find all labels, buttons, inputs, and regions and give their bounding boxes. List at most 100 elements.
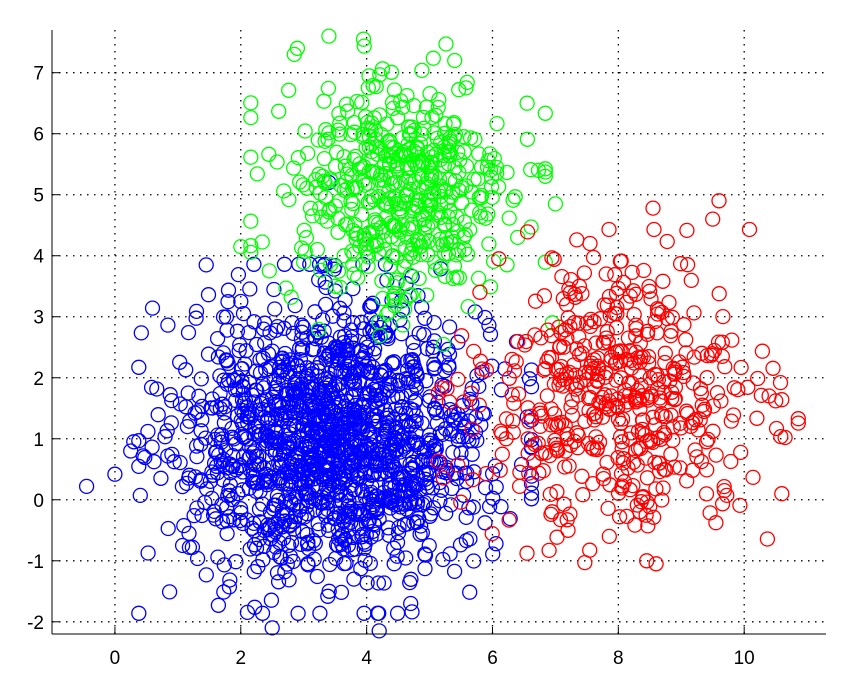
data-point-series-0 xyxy=(391,477,408,493)
data-point-series-0 xyxy=(131,458,147,475)
data-point-series-0 xyxy=(287,384,303,401)
data-point-series-0 xyxy=(282,493,299,509)
data-point-series-1 xyxy=(482,279,499,295)
data-point-series-2 xyxy=(740,379,756,395)
data-point-series-0 xyxy=(357,345,374,361)
data-point-series-2 xyxy=(602,477,618,493)
data-point-series-2 xyxy=(599,297,615,313)
data-point-series-0 xyxy=(216,557,232,573)
data-point-series-2 xyxy=(645,409,661,425)
data-point-series-1 xyxy=(394,203,410,219)
data-point-series-1 xyxy=(413,153,430,169)
data-point-series-1 xyxy=(261,263,277,279)
data-point-series-1 xyxy=(249,166,265,182)
data-point-series-2 xyxy=(675,364,692,381)
data-point-series-0 xyxy=(462,391,478,408)
data-point-series-1 xyxy=(286,46,302,63)
data-point-series-0 xyxy=(392,499,409,515)
data-point-series-1 xyxy=(290,150,307,166)
data-point-series-0 xyxy=(442,546,458,562)
data-point-series-2 xyxy=(749,410,765,426)
data-point-series-1 xyxy=(321,125,337,141)
data-point-series-1 xyxy=(412,212,428,228)
data-point-series-0 xyxy=(235,515,251,532)
data-point-series-2 xyxy=(498,411,515,427)
data-point-series-1 xyxy=(376,172,392,188)
data-point-series-0 xyxy=(402,475,419,492)
data-point-series-2 xyxy=(654,405,670,422)
data-point-series-1 xyxy=(458,158,475,174)
data-point-series-0 xyxy=(204,464,220,480)
data-point-series-2 xyxy=(750,370,766,387)
data-points xyxy=(78,28,806,639)
data-point-series-0 xyxy=(277,463,293,480)
data-point-series-1 xyxy=(351,161,367,177)
data-point-series-0 xyxy=(284,314,300,331)
data-point-series-2 xyxy=(592,311,609,327)
data-point-series-1 xyxy=(243,149,259,165)
data-point-series-1 xyxy=(481,236,497,252)
data-point-series-0 xyxy=(371,623,387,639)
data-point-series-1 xyxy=(430,207,446,223)
data-point-series-0 xyxy=(240,414,256,431)
data-point-series-1 xyxy=(417,196,433,212)
data-point-series-2 xyxy=(601,401,617,417)
data-point-series-0 xyxy=(376,575,392,591)
data-point-series-2 xyxy=(683,272,699,289)
data-point-series-2 xyxy=(439,380,455,397)
data-point-series-1 xyxy=(399,87,415,104)
data-point-series-2 xyxy=(549,484,565,500)
data-point-series-2 xyxy=(504,351,520,368)
data-point-series-2 xyxy=(673,420,689,436)
data-point-series-2 xyxy=(699,370,715,386)
data-point-series-0 xyxy=(346,374,363,390)
data-point-series-0 xyxy=(184,539,201,555)
data-point-series-2 xyxy=(657,427,673,443)
data-point-series-0 xyxy=(252,514,268,530)
data-point-series-2 xyxy=(542,486,558,503)
data-point-series-0 xyxy=(430,394,446,411)
data-point-series-0 xyxy=(340,517,356,533)
data-point-series-0 xyxy=(340,373,357,389)
data-point-series-1 xyxy=(349,225,365,242)
data-point-series-0 xyxy=(458,509,474,526)
data-point-series-1 xyxy=(470,171,486,187)
data-point-series-2 xyxy=(519,224,536,240)
data-point-series-0 xyxy=(418,373,434,389)
data-point-series-2 xyxy=(790,415,806,431)
data-point-series-0 xyxy=(317,407,333,423)
data-point-series-2 xyxy=(667,361,683,378)
data-point-series-0 xyxy=(268,322,284,339)
data-point-series-1 xyxy=(345,195,361,212)
data-point-series-2 xyxy=(672,256,689,272)
data-point-series-1 xyxy=(336,182,353,199)
data-point-series-2 xyxy=(645,509,662,525)
data-point-series-2 xyxy=(614,440,630,457)
data-point-series-2 xyxy=(655,273,671,289)
data-point-series-0 xyxy=(354,397,370,413)
data-point-series-2 xyxy=(694,345,710,361)
data-point-series-2 xyxy=(655,480,671,496)
data-point-series-0 xyxy=(322,374,338,390)
data-point-series-2 xyxy=(632,401,648,417)
data-point-series-0 xyxy=(301,388,317,404)
data-point-series-0 xyxy=(426,314,442,331)
data-point-series-1 xyxy=(458,178,474,194)
data-point-series-0 xyxy=(160,520,176,537)
data-point-series-0 xyxy=(268,539,284,555)
data-point-series-2 xyxy=(474,361,490,377)
data-point-series-0 xyxy=(246,314,262,330)
data-point-series-0 xyxy=(164,392,180,409)
data-point-series-2 xyxy=(632,504,648,520)
data-point-series-2 xyxy=(430,385,447,401)
data-point-series-0 xyxy=(347,431,363,447)
data-point-series-1 xyxy=(374,273,390,289)
data-point-series-0 xyxy=(234,402,250,419)
data-point-series-0 xyxy=(311,256,328,272)
data-point-series-0 xyxy=(178,399,194,415)
data-point-series-0 xyxy=(424,432,440,449)
data-point-series-0 xyxy=(219,525,235,542)
data-point-series-2 xyxy=(534,408,550,424)
data-point-series-2 xyxy=(472,284,488,300)
